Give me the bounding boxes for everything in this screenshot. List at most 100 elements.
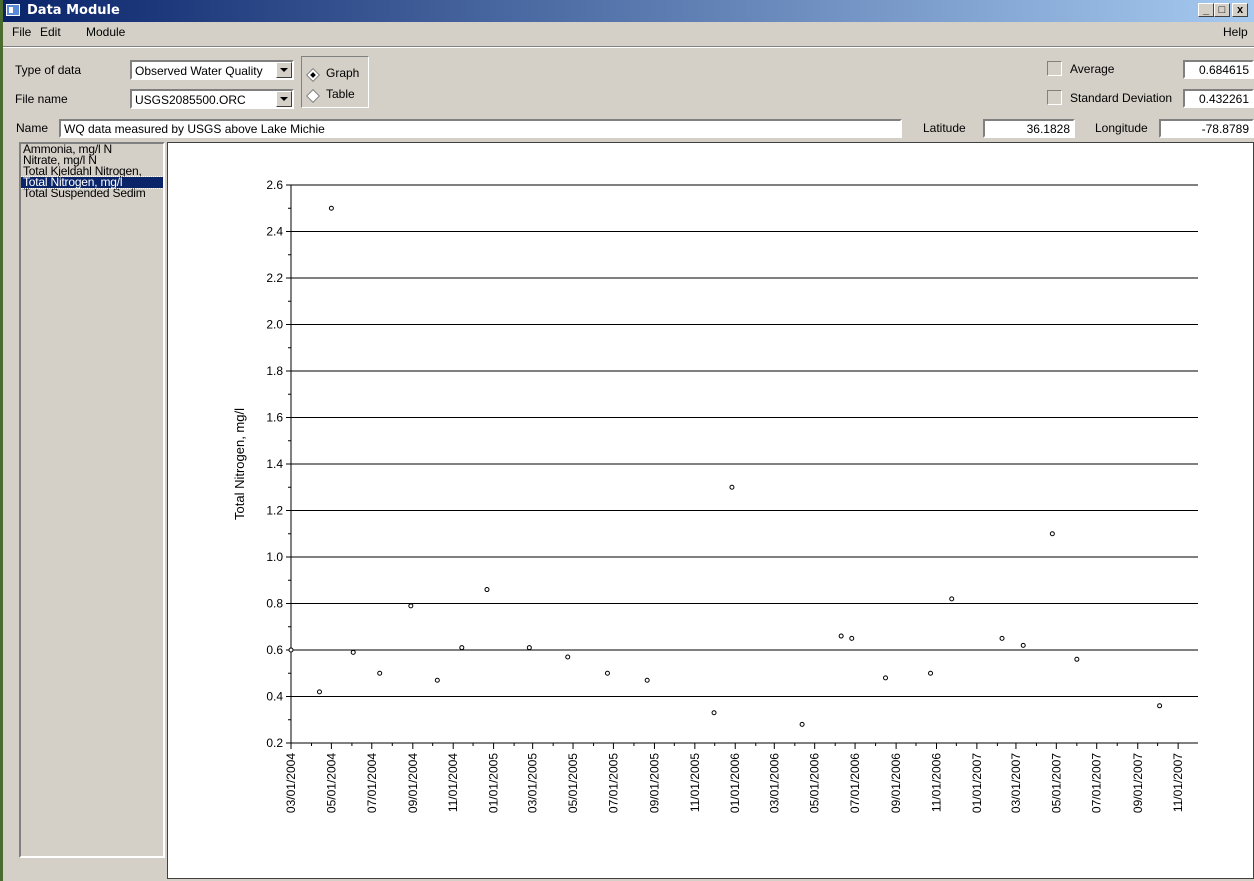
data-point: [604, 670, 610, 676]
y-tick-label: 0.6: [266, 643, 283, 657]
chart-panel: 0.2 0.4 0.6 0.8 1.0 1.2 1.4 1.6 1.8 2.0 2.2 2.4 2.6 0…: [167, 142, 1254, 879]
data-point: [526, 645, 532, 651]
data-point: [484, 587, 490, 593]
stddev-checkbox[interactable]: [1047, 90, 1062, 105]
x-tick-label: 05/01/2005: [566, 753, 580, 813]
scatter-chart: 0.2 0.4 0.6 0.8 1.0 1.2 1.4 1.6 1.8 2.0 2.2 2.4 2.6 0…: [232, 178, 1198, 813]
data-point: [1049, 531, 1055, 537]
list-item[interactable]: Nitrate, mg/l N: [23, 153, 97, 167]
x-tick-label: 07/01/2004: [365, 753, 379, 813]
window-title: Data Module: [27, 3, 120, 18]
longitude-field[interactable]: -78.8789: [1159, 119, 1254, 138]
list-item[interactable]: Total Suspended Sedim: [23, 186, 146, 200]
y-tick-label: 2.0: [266, 318, 283, 332]
data-point: [408, 603, 414, 609]
file-name-select[interactable]: USGS2085500.ORC: [130, 89, 294, 109]
y-axis-title: Total Nitrogen, mg/l: [232, 408, 247, 520]
name-field[interactable]: WQ data measured by USGS above Lake Mich…: [59, 119, 902, 138]
menu-module[interactable]: Module: [86, 25, 126, 39]
y-tick-label: 1.6: [266, 411, 283, 425]
y-tick-label: 1.4: [266, 457, 283, 471]
parameter-list[interactable]: Ammonia, mg/l N Nitrate, mg/l N Total Kj…: [19, 142, 165, 858]
list-item-selected[interactable]: Total Nitrogen, mg/l: [21, 176, 163, 189]
menu-edit[interactable]: Edit: [40, 25, 61, 39]
latitude-label: Latitude: [923, 121, 966, 135]
x-tick-label: 09/01/2007: [1131, 753, 1145, 813]
title-bar[interactable]: Data Module _ □ x: [3, 0, 1254, 22]
x-tick-label: 05/01/2007: [1049, 753, 1063, 813]
minimize-button[interactable]: _: [1198, 3, 1214, 17]
data-point: [316, 689, 322, 695]
data-point: [459, 645, 465, 651]
x-tick-label: 11/01/2006: [929, 753, 943, 812]
longitude-label: Longitude: [1095, 121, 1148, 135]
x-tick-label: 03/01/2007: [1009, 753, 1023, 813]
data-point: [711, 710, 717, 716]
x-tick-label: 11/01/2007: [1171, 753, 1185, 812]
data-point: [1020, 642, 1026, 648]
file-name-value: USGS2085500.ORC: [135, 93, 246, 107]
menu-bar: File Edit Module Help: [3, 22, 1254, 42]
data-point: [350, 649, 356, 655]
y-tick-label: 1.2: [266, 504, 283, 518]
y-tick-label: 2.2: [266, 271, 283, 285]
x-tick-label: 09/01/2006: [889, 753, 903, 813]
view-mode-group: Graph Table: [301, 56, 369, 108]
data-point: [928, 670, 934, 676]
stddev-value: 0.432261: [1183, 89, 1254, 108]
x-tick-label: 03/01/2005: [526, 753, 540, 813]
x-tick-label: 11/01/2004: [446, 753, 460, 812]
x-tick-label: 03/01/2006: [767, 753, 781, 813]
average-checkbox[interactable]: [1047, 61, 1062, 76]
type-of-data-label: Type of data: [15, 63, 82, 77]
menu-file[interactable]: File: [12, 25, 32, 39]
stddev-label[interactable]: Standard Deviation: [1070, 91, 1173, 105]
close-button[interactable]: x: [1232, 3, 1248, 17]
table-radio-label[interactable]: Table: [326, 87, 355, 101]
y-tick-label: 2.6: [266, 178, 283, 192]
data-point: [288, 647, 294, 653]
file-name-label: File name: [15, 92, 68, 106]
x-tick-label: 09/01/2005: [647, 753, 661, 813]
y-tick-label: 0.4: [266, 690, 283, 704]
data-point: [883, 675, 889, 681]
latitude-field[interactable]: 36.1828: [983, 119, 1075, 138]
x-tick-label: 05/01/2004: [324, 753, 338, 813]
x-tick-label: 09/01/2004: [406, 753, 420, 813]
data-point: [849, 635, 855, 641]
data-point: [1157, 703, 1163, 709]
data-point: [1074, 656, 1080, 662]
data-point: [729, 484, 735, 490]
x-tick-label: 01/01/2007: [970, 753, 984, 813]
average-value: 0.684615: [1183, 60, 1254, 79]
app-icon: [6, 4, 20, 16]
y-tick-label: 2.4: [266, 225, 283, 239]
data-point: [434, 677, 440, 683]
data-point: [838, 633, 844, 639]
type-of-data-value: Observed Water Quality: [135, 64, 263, 78]
data-point: [999, 635, 1005, 641]
y-tick-label: 0.2: [266, 736, 283, 750]
data-point: [377, 670, 383, 676]
average-label[interactable]: Average: [1070, 62, 1115, 76]
data-point: [644, 677, 650, 683]
type-of-data-select[interactable]: Observed Water Quality: [130, 60, 294, 80]
graph-radio-label[interactable]: Graph: [326, 66, 360, 80]
chevron-down-icon[interactable]: [276, 91, 292, 107]
chevron-down-icon[interactable]: [276, 62, 292, 78]
list-item[interactable]: Total Kjeldahl Nitrogen,: [23, 164, 142, 178]
graph-radio[interactable]: [305, 67, 321, 83]
x-tick-label: 05/01/2006: [808, 753, 822, 813]
x-tick-label: 07/01/2006: [848, 753, 862, 813]
menu-separator: [3, 46, 1254, 48]
x-tick-label: 07/01/2007: [1090, 753, 1104, 813]
x-tick-label: 07/01/2005: [606, 753, 620, 813]
maximize-button[interactable]: □: [1214, 3, 1230, 17]
table-radio[interactable]: [305, 88, 321, 104]
x-tick-label: 01/01/2005: [487, 753, 501, 813]
menu-help[interactable]: Help: [1223, 25, 1248, 39]
y-tick-label: 1.8: [266, 364, 283, 378]
list-item[interactable]: Ammonia, mg/l N: [23, 142, 113, 156]
x-tick-label: 11/01/2005: [688, 753, 702, 812]
